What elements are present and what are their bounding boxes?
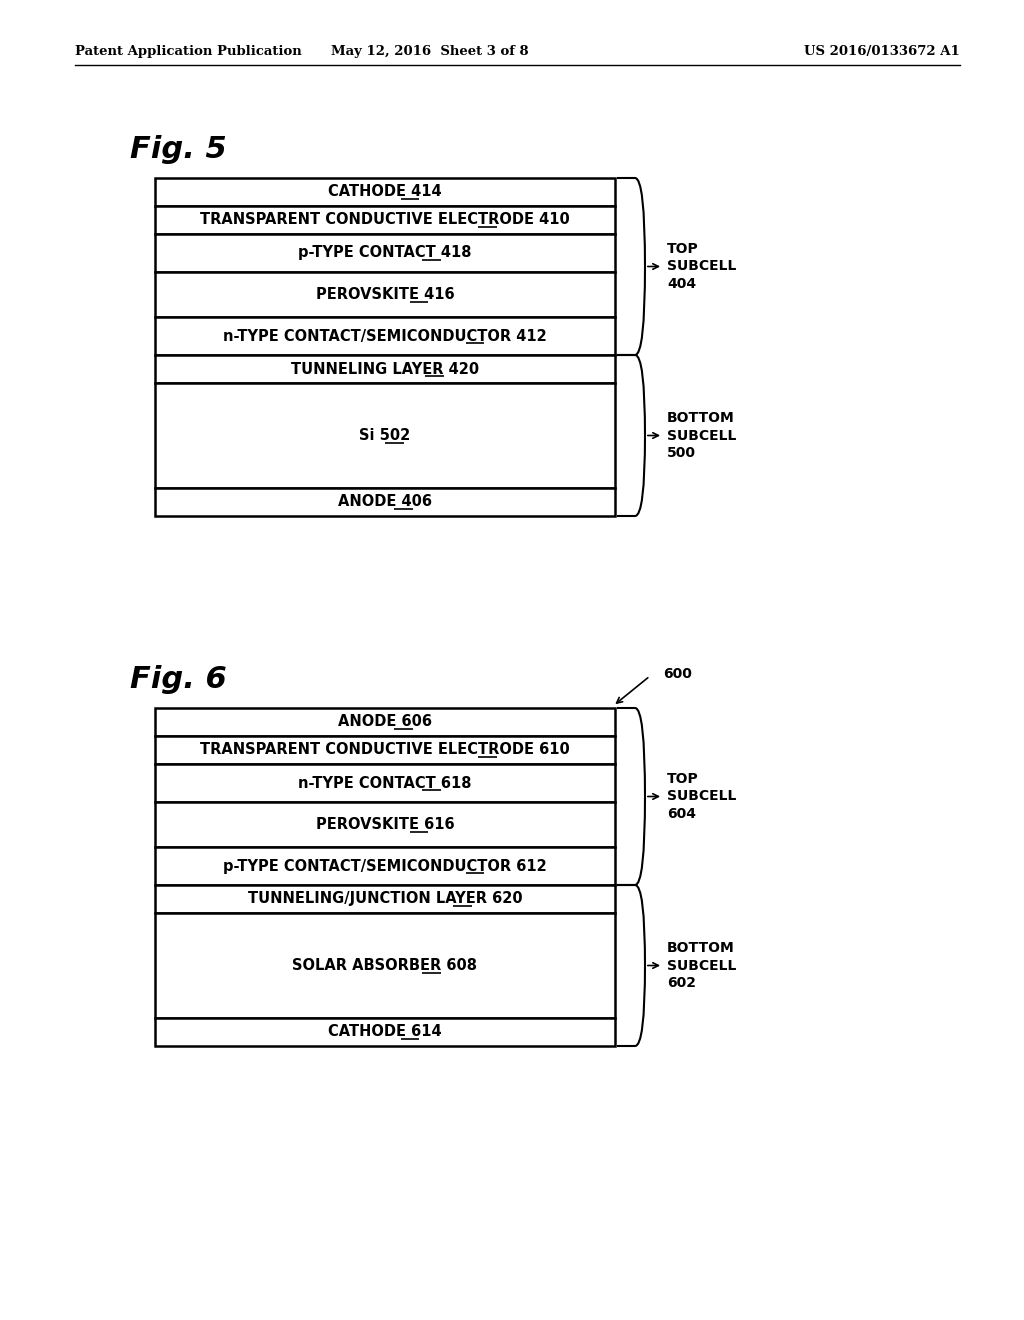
Text: PEROVSKITE 616: PEROVSKITE 616 bbox=[315, 817, 455, 832]
Text: Patent Application Publication: Patent Application Publication bbox=[75, 45, 302, 58]
Bar bbox=[155, 847, 615, 884]
Text: ANODE 406: ANODE 406 bbox=[338, 495, 432, 510]
Text: CATHODE 614: CATHODE 614 bbox=[328, 1024, 441, 1040]
Bar bbox=[155, 737, 615, 764]
Bar bbox=[155, 234, 615, 272]
Text: 600: 600 bbox=[663, 667, 692, 681]
Bar bbox=[155, 317, 615, 355]
Text: Si 502: Si 502 bbox=[359, 428, 411, 444]
Text: SOLAR ABSORBER 608: SOLAR ABSORBER 608 bbox=[293, 958, 477, 973]
Text: CATHODE 414: CATHODE 414 bbox=[328, 185, 441, 199]
Text: US 2016/0133672 A1: US 2016/0133672 A1 bbox=[804, 45, 961, 58]
Bar bbox=[155, 1018, 615, 1045]
Text: PEROVSKITE 416: PEROVSKITE 416 bbox=[315, 286, 455, 302]
Bar bbox=[155, 764, 615, 803]
Text: Fig. 6: Fig. 6 bbox=[130, 665, 226, 694]
Bar bbox=[155, 708, 615, 737]
Text: n-TYPE CONTACT 618: n-TYPE CONTACT 618 bbox=[298, 776, 472, 791]
Text: BOTTOM
SUBCELL
602: BOTTOM SUBCELL 602 bbox=[667, 941, 736, 990]
Text: TOP
SUBCELL
604: TOP SUBCELL 604 bbox=[667, 772, 736, 821]
Bar bbox=[155, 913, 615, 1018]
Bar bbox=[155, 383, 615, 488]
Bar bbox=[155, 206, 615, 234]
Bar bbox=[155, 884, 615, 913]
Text: TUNNELING LAYER 420: TUNNELING LAYER 420 bbox=[291, 362, 479, 376]
Text: BOTTOM
SUBCELL
500: BOTTOM SUBCELL 500 bbox=[667, 412, 736, 459]
Text: TOP
SUBCELL
404: TOP SUBCELL 404 bbox=[667, 242, 736, 290]
Text: p-TYPE CONTACT 418: p-TYPE CONTACT 418 bbox=[298, 246, 472, 260]
Text: TRANSPARENT CONDUCTIVE ELECTRODE 410: TRANSPARENT CONDUCTIVE ELECTRODE 410 bbox=[200, 213, 570, 227]
Text: p-TYPE CONTACT/SEMICONDUCTOR 612: p-TYPE CONTACT/SEMICONDUCTOR 612 bbox=[223, 858, 547, 874]
Text: TRANSPARENT CONDUCTIVE ELECTRODE 610: TRANSPARENT CONDUCTIVE ELECTRODE 610 bbox=[200, 742, 570, 758]
Bar bbox=[155, 803, 615, 847]
Bar bbox=[155, 488, 615, 516]
Text: TUNNELING/JUNCTION LAYER 620: TUNNELING/JUNCTION LAYER 620 bbox=[248, 891, 522, 907]
Text: n-TYPE CONTACT/SEMICONDUCTOR 412: n-TYPE CONTACT/SEMICONDUCTOR 412 bbox=[223, 329, 547, 343]
Bar bbox=[155, 272, 615, 317]
Text: Fig. 5: Fig. 5 bbox=[130, 136, 226, 165]
Text: May 12, 2016  Sheet 3 of 8: May 12, 2016 Sheet 3 of 8 bbox=[331, 45, 528, 58]
Bar bbox=[155, 355, 615, 383]
Text: ANODE 606: ANODE 606 bbox=[338, 714, 432, 730]
Bar bbox=[155, 178, 615, 206]
